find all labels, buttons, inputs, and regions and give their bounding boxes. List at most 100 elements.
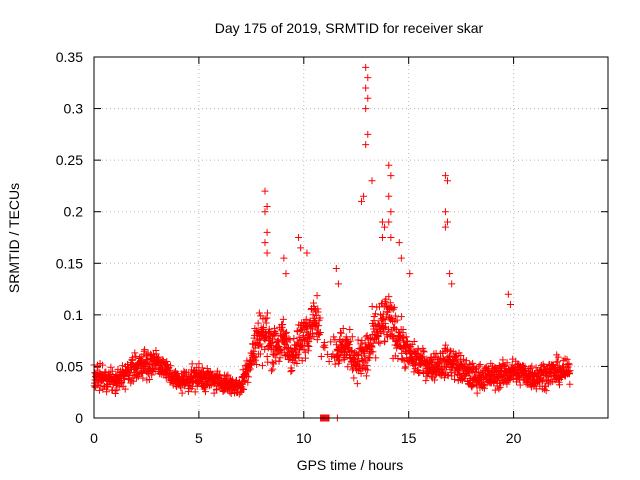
data-point <box>385 218 393 226</box>
data-point <box>565 361 573 369</box>
data-point <box>263 314 271 322</box>
data-point <box>387 234 395 241</box>
data-point <box>362 141 370 149</box>
y-tick-label: 0.05 <box>56 358 83 374</box>
data-point <box>263 249 271 257</box>
data-point <box>381 337 389 345</box>
y-tick-label: 0.1 <box>64 307 84 323</box>
data-point <box>441 172 449 180</box>
data-point <box>331 360 339 368</box>
data-point <box>441 223 449 231</box>
data-point <box>544 380 552 388</box>
data-point <box>355 352 363 360</box>
data-point <box>282 329 290 337</box>
data-point <box>469 359 477 367</box>
data-point <box>294 350 302 358</box>
data-point <box>94 381 102 389</box>
data-point <box>387 208 395 216</box>
data-point <box>300 345 308 353</box>
data-point <box>462 357 470 365</box>
data-point <box>133 374 141 382</box>
data-point <box>426 365 434 373</box>
data-point <box>286 336 294 344</box>
data-point <box>277 331 285 339</box>
data-point <box>246 365 254 373</box>
data-point <box>129 354 137 362</box>
data-point <box>111 390 119 398</box>
data-point <box>542 387 550 395</box>
data-point <box>449 359 457 367</box>
data-point <box>500 363 508 371</box>
data-point <box>213 367 221 375</box>
data-point <box>379 315 387 323</box>
data-point <box>213 385 221 393</box>
data-point <box>491 386 499 394</box>
data-point <box>297 244 305 252</box>
data-point <box>363 332 371 340</box>
data-point <box>253 360 261 368</box>
data-point <box>372 354 380 362</box>
data-point <box>306 333 314 341</box>
data-point <box>191 388 199 396</box>
data-point <box>458 376 466 384</box>
data-point <box>448 280 456 288</box>
x-tick-label: 0 <box>90 430 98 446</box>
data-point <box>406 270 414 278</box>
data-point <box>386 299 394 307</box>
data-point <box>532 385 540 393</box>
data-point <box>228 376 236 384</box>
data-point <box>495 385 503 393</box>
y-axis-label: SRMTID / TECUs <box>6 183 22 293</box>
data-point <box>416 368 424 376</box>
data-point <box>329 350 337 358</box>
data-point <box>227 390 235 398</box>
data-point <box>132 352 140 360</box>
data-point <box>148 366 156 374</box>
data-point <box>473 389 481 397</box>
data-point <box>163 357 171 365</box>
data-point <box>385 192 393 200</box>
data-point <box>282 270 290 278</box>
data-point <box>140 347 148 355</box>
data-point <box>346 326 354 334</box>
data-point <box>239 385 247 393</box>
data-point <box>258 362 266 370</box>
data-point <box>177 384 185 392</box>
data-point <box>506 301 514 309</box>
data-point <box>319 343 327 351</box>
data-point <box>398 349 406 357</box>
data-point <box>345 341 353 349</box>
data-point <box>316 329 324 337</box>
data-point <box>360 192 368 200</box>
data-point <box>301 348 309 356</box>
data-point <box>96 386 104 394</box>
data-point <box>145 375 153 383</box>
data-point <box>263 309 271 317</box>
data-point <box>387 172 395 180</box>
data-point <box>566 367 574 375</box>
data-point <box>271 329 279 337</box>
y-tick-label: 0.3 <box>64 101 84 117</box>
data-point <box>364 74 372 82</box>
data-point <box>240 377 248 385</box>
data-point <box>504 290 512 298</box>
data-point <box>410 338 418 346</box>
data-point <box>256 340 264 348</box>
data-point <box>337 329 345 337</box>
x-tick-label: 5 <box>195 430 203 446</box>
data-point <box>369 348 377 356</box>
data-point <box>479 381 487 389</box>
data-point <box>402 363 410 371</box>
data-point <box>431 376 439 384</box>
data-point <box>290 334 298 342</box>
data-point <box>364 366 372 374</box>
data-point <box>378 234 386 241</box>
data-point <box>312 312 320 320</box>
data-point <box>129 377 137 385</box>
data-point <box>283 328 291 336</box>
data-point <box>330 333 338 341</box>
data-point <box>244 373 252 381</box>
data-point <box>275 357 283 365</box>
data-point <box>346 337 354 345</box>
data-point <box>188 360 196 368</box>
